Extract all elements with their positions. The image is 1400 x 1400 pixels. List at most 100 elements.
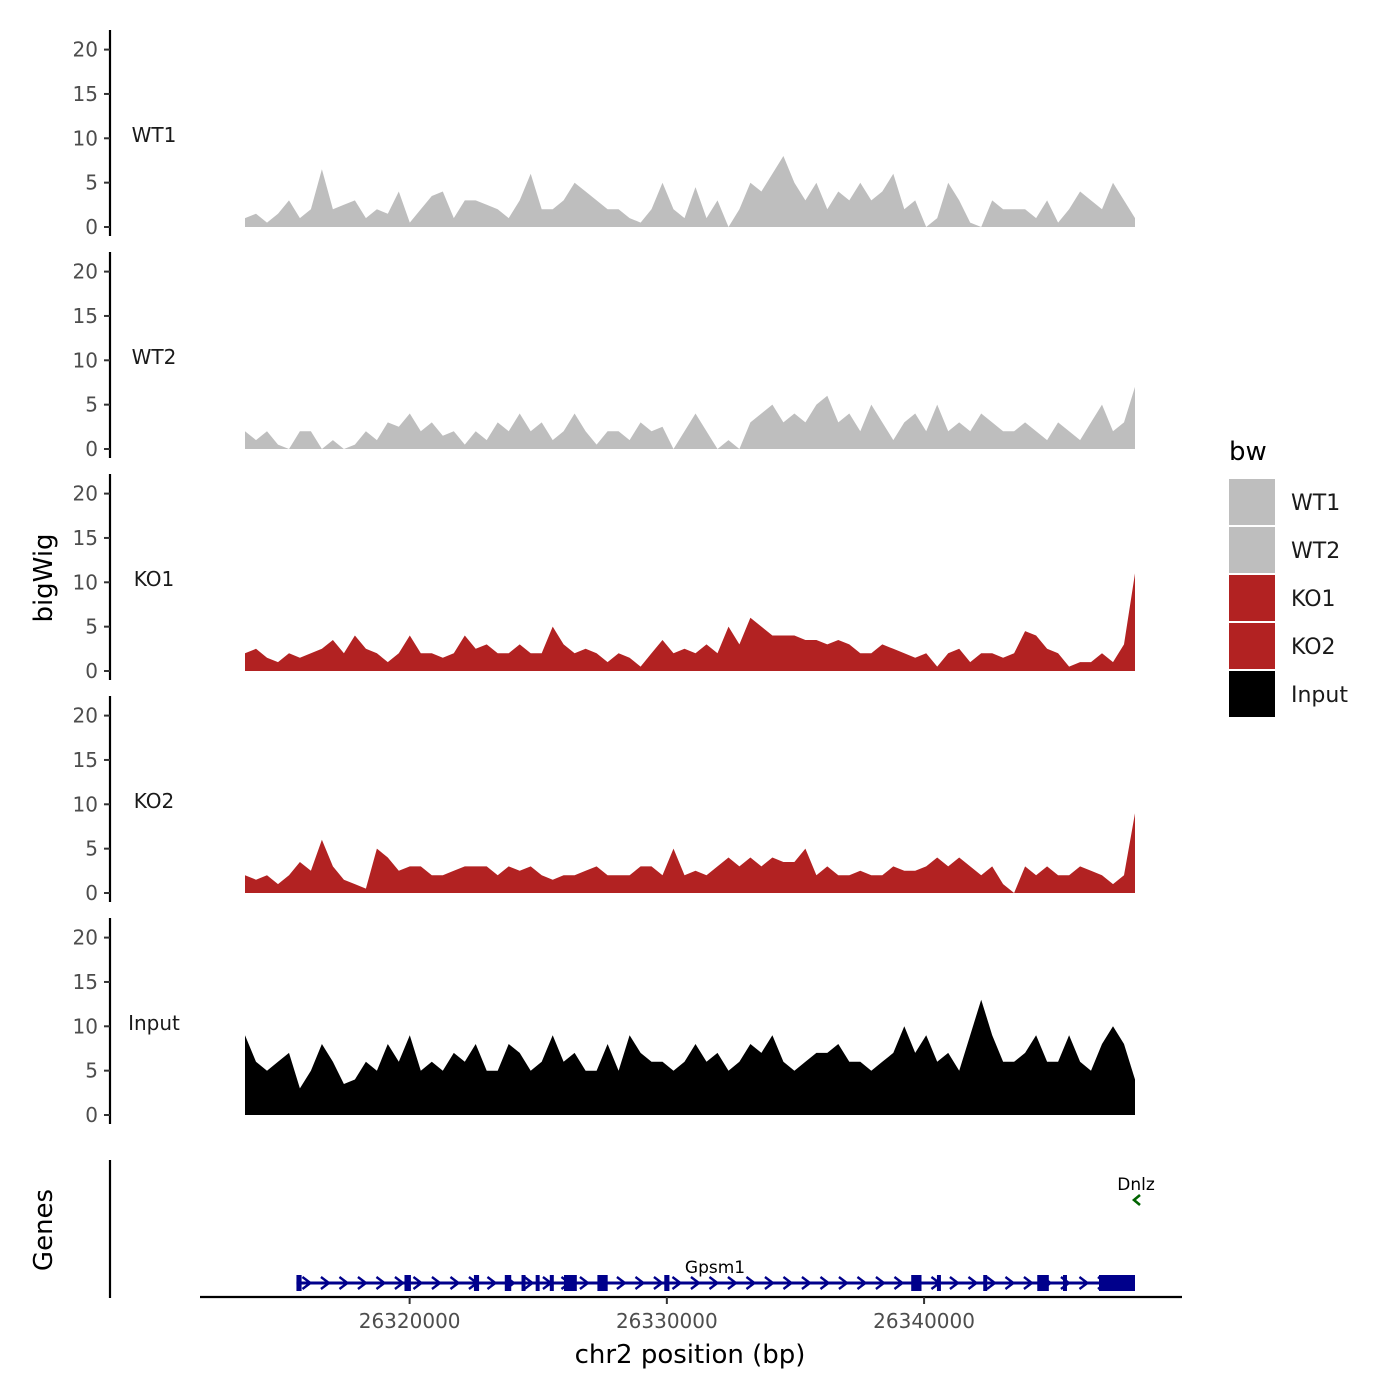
legend-swatch — [1229, 479, 1275, 525]
genes-panel: Gpsm1 Dnlz — [108, 1160, 1155, 1298]
track-panel-ko2: 0 5 10 15 20 KO2 — [73, 696, 1135, 905]
y-tick-label: 10 — [73, 570, 98, 594]
y-tick-label: 15 — [73, 82, 98, 106]
gene-gpsm1: Gpsm1 — [296, 1258, 1135, 1291]
strand-arrow — [690, 1276, 701, 1290]
strand-arrow — [431, 1276, 442, 1290]
track-panel-wt2: 0 5 10 15 20 WT2 — [73, 252, 1135, 461]
y-tick-label: 20 — [73, 38, 98, 62]
signal-area-ko1 — [245, 573, 1135, 671]
bigwig-panels: 0 5 10 15 20 WT1 0 5 10 15 20 WT2 0 5 10 15 20 KO1 0 5 10 15 2… — [73, 30, 1135, 1127]
y-tick-label: 5 — [85, 393, 98, 417]
y-axis-title: bigWig — [29, 533, 59, 622]
strand-arrow — [856, 1276, 868, 1290]
y-tick-label: 20 — [73, 926, 98, 950]
strand-arrow — [616, 1276, 627, 1290]
strand-arrow — [949, 1276, 960, 1290]
strand-arrow — [801, 1276, 812, 1290]
exon — [521, 1275, 526, 1291]
x-axis-title: chr2 position (bp) — [575, 1340, 806, 1370]
y-tick-label: 15 — [73, 748, 98, 772]
strand-arrow — [1004, 1276, 1016, 1290]
x-tick-label: 26320000 — [359, 1309, 461, 1333]
strand-arrow — [727, 1276, 738, 1290]
track-label: Input — [128, 1011, 180, 1035]
track-label: WT1 — [132, 123, 177, 147]
strand-arrow — [375, 1276, 387, 1290]
exon — [983, 1275, 988, 1291]
track-label: WT2 — [132, 345, 177, 369]
strand-arrow — [1131, 1194, 1141, 1206]
exon — [404, 1275, 411, 1291]
exon — [936, 1275, 941, 1291]
strand-arrow — [1023, 1276, 1034, 1290]
track-label: KO2 — [134, 789, 175, 813]
strand-arrow — [357, 1276, 368, 1290]
gene-label: Dnlz — [1117, 1175, 1155, 1195]
y-tick-label: 15 — [73, 526, 98, 550]
exon — [664, 1275, 670, 1291]
y-tick-label: 10 — [73, 1014, 98, 1038]
track-panel-wt1: 0 5 10 15 20 WT1 — [73, 30, 1135, 239]
strand-arrow — [320, 1276, 331, 1290]
y-tick-label: 0 — [85, 659, 98, 683]
strand-arrow — [986, 1276, 997, 1290]
exon — [549, 1275, 554, 1291]
legend-swatch — [1229, 527, 1275, 573]
exon — [504, 1275, 512, 1291]
exon — [563, 1275, 577, 1291]
strand-arrow — [653, 1276, 664, 1290]
genes-panel-label: Genes — [29, 1189, 59, 1271]
legend-label: Input — [1291, 683, 1348, 708]
strand-arrow — [967, 1276, 979, 1290]
strand-arrow — [819, 1276, 831, 1290]
strand-arrow — [782, 1276, 794, 1290]
strand-arrow — [745, 1276, 757, 1290]
y-tick-label: 15 — [73, 304, 98, 328]
strand-arrow — [338, 1276, 350, 1290]
legend-entry-ko1: KO1 — [1229, 575, 1336, 621]
signal-area-input — [245, 999, 1135, 1115]
strand-arrow — [634, 1276, 646, 1290]
exon — [911, 1275, 922, 1291]
y-tick-label: 15 — [73, 970, 98, 994]
x-tick-label: 26340000 — [873, 1309, 975, 1333]
strand-arrow — [412, 1276, 424, 1290]
exon — [1037, 1275, 1049, 1291]
legend: bw WT1 WT2 KO1 KO2 Input — [1229, 437, 1348, 717]
y-tick-label: 10 — [73, 792, 98, 816]
exon — [1098, 1275, 1135, 1291]
strand-arrow — [671, 1276, 683, 1290]
legend-entry-wt1: WT1 — [1229, 479, 1340, 525]
signal-area-ko2 — [245, 813, 1135, 893]
y-tick-label: 20 — [73, 704, 98, 728]
signal-area-wt2 — [245, 386, 1135, 449]
track-label: KO1 — [134, 567, 175, 591]
legend-label: WT1 — [1291, 491, 1340, 516]
y-tick-label: 20 — [73, 482, 98, 506]
legend-swatch — [1229, 623, 1275, 669]
track-panel-ko1: 0 5 10 15 20 KO1 — [73, 474, 1135, 683]
strand-arrow — [301, 1276, 313, 1290]
x-axis: 26320000 26330000 26340000 — [200, 1295, 1182, 1333]
gene-dnlz: Dnlz — [1117, 1175, 1155, 1206]
strand-arrow — [875, 1276, 886, 1290]
exon — [473, 1275, 480, 1291]
legend-entry-ko2: KO2 — [1229, 623, 1336, 669]
legend-entry-wt2: WT2 — [1229, 527, 1340, 573]
legend-label: KO2 — [1291, 635, 1336, 660]
y-tick-label: 5 — [85, 615, 98, 639]
y-tick-label: 20 — [73, 260, 98, 284]
exon — [597, 1275, 608, 1291]
y-tick-label: 5 — [85, 1059, 98, 1083]
legend-swatch — [1229, 575, 1275, 621]
legend-entry-input: Input — [1229, 671, 1348, 717]
signal-area-wt1 — [245, 156, 1135, 227]
legend-label: WT2 — [1291, 539, 1340, 564]
y-tick-label: 10 — [73, 348, 98, 372]
x-tick-label: 26330000 — [616, 1309, 718, 1333]
y-tick-label: 0 — [85, 215, 98, 239]
strand-arrow — [449, 1276, 461, 1290]
strand-arrow — [893, 1276, 905, 1290]
y-tick-label: 0 — [85, 881, 98, 905]
